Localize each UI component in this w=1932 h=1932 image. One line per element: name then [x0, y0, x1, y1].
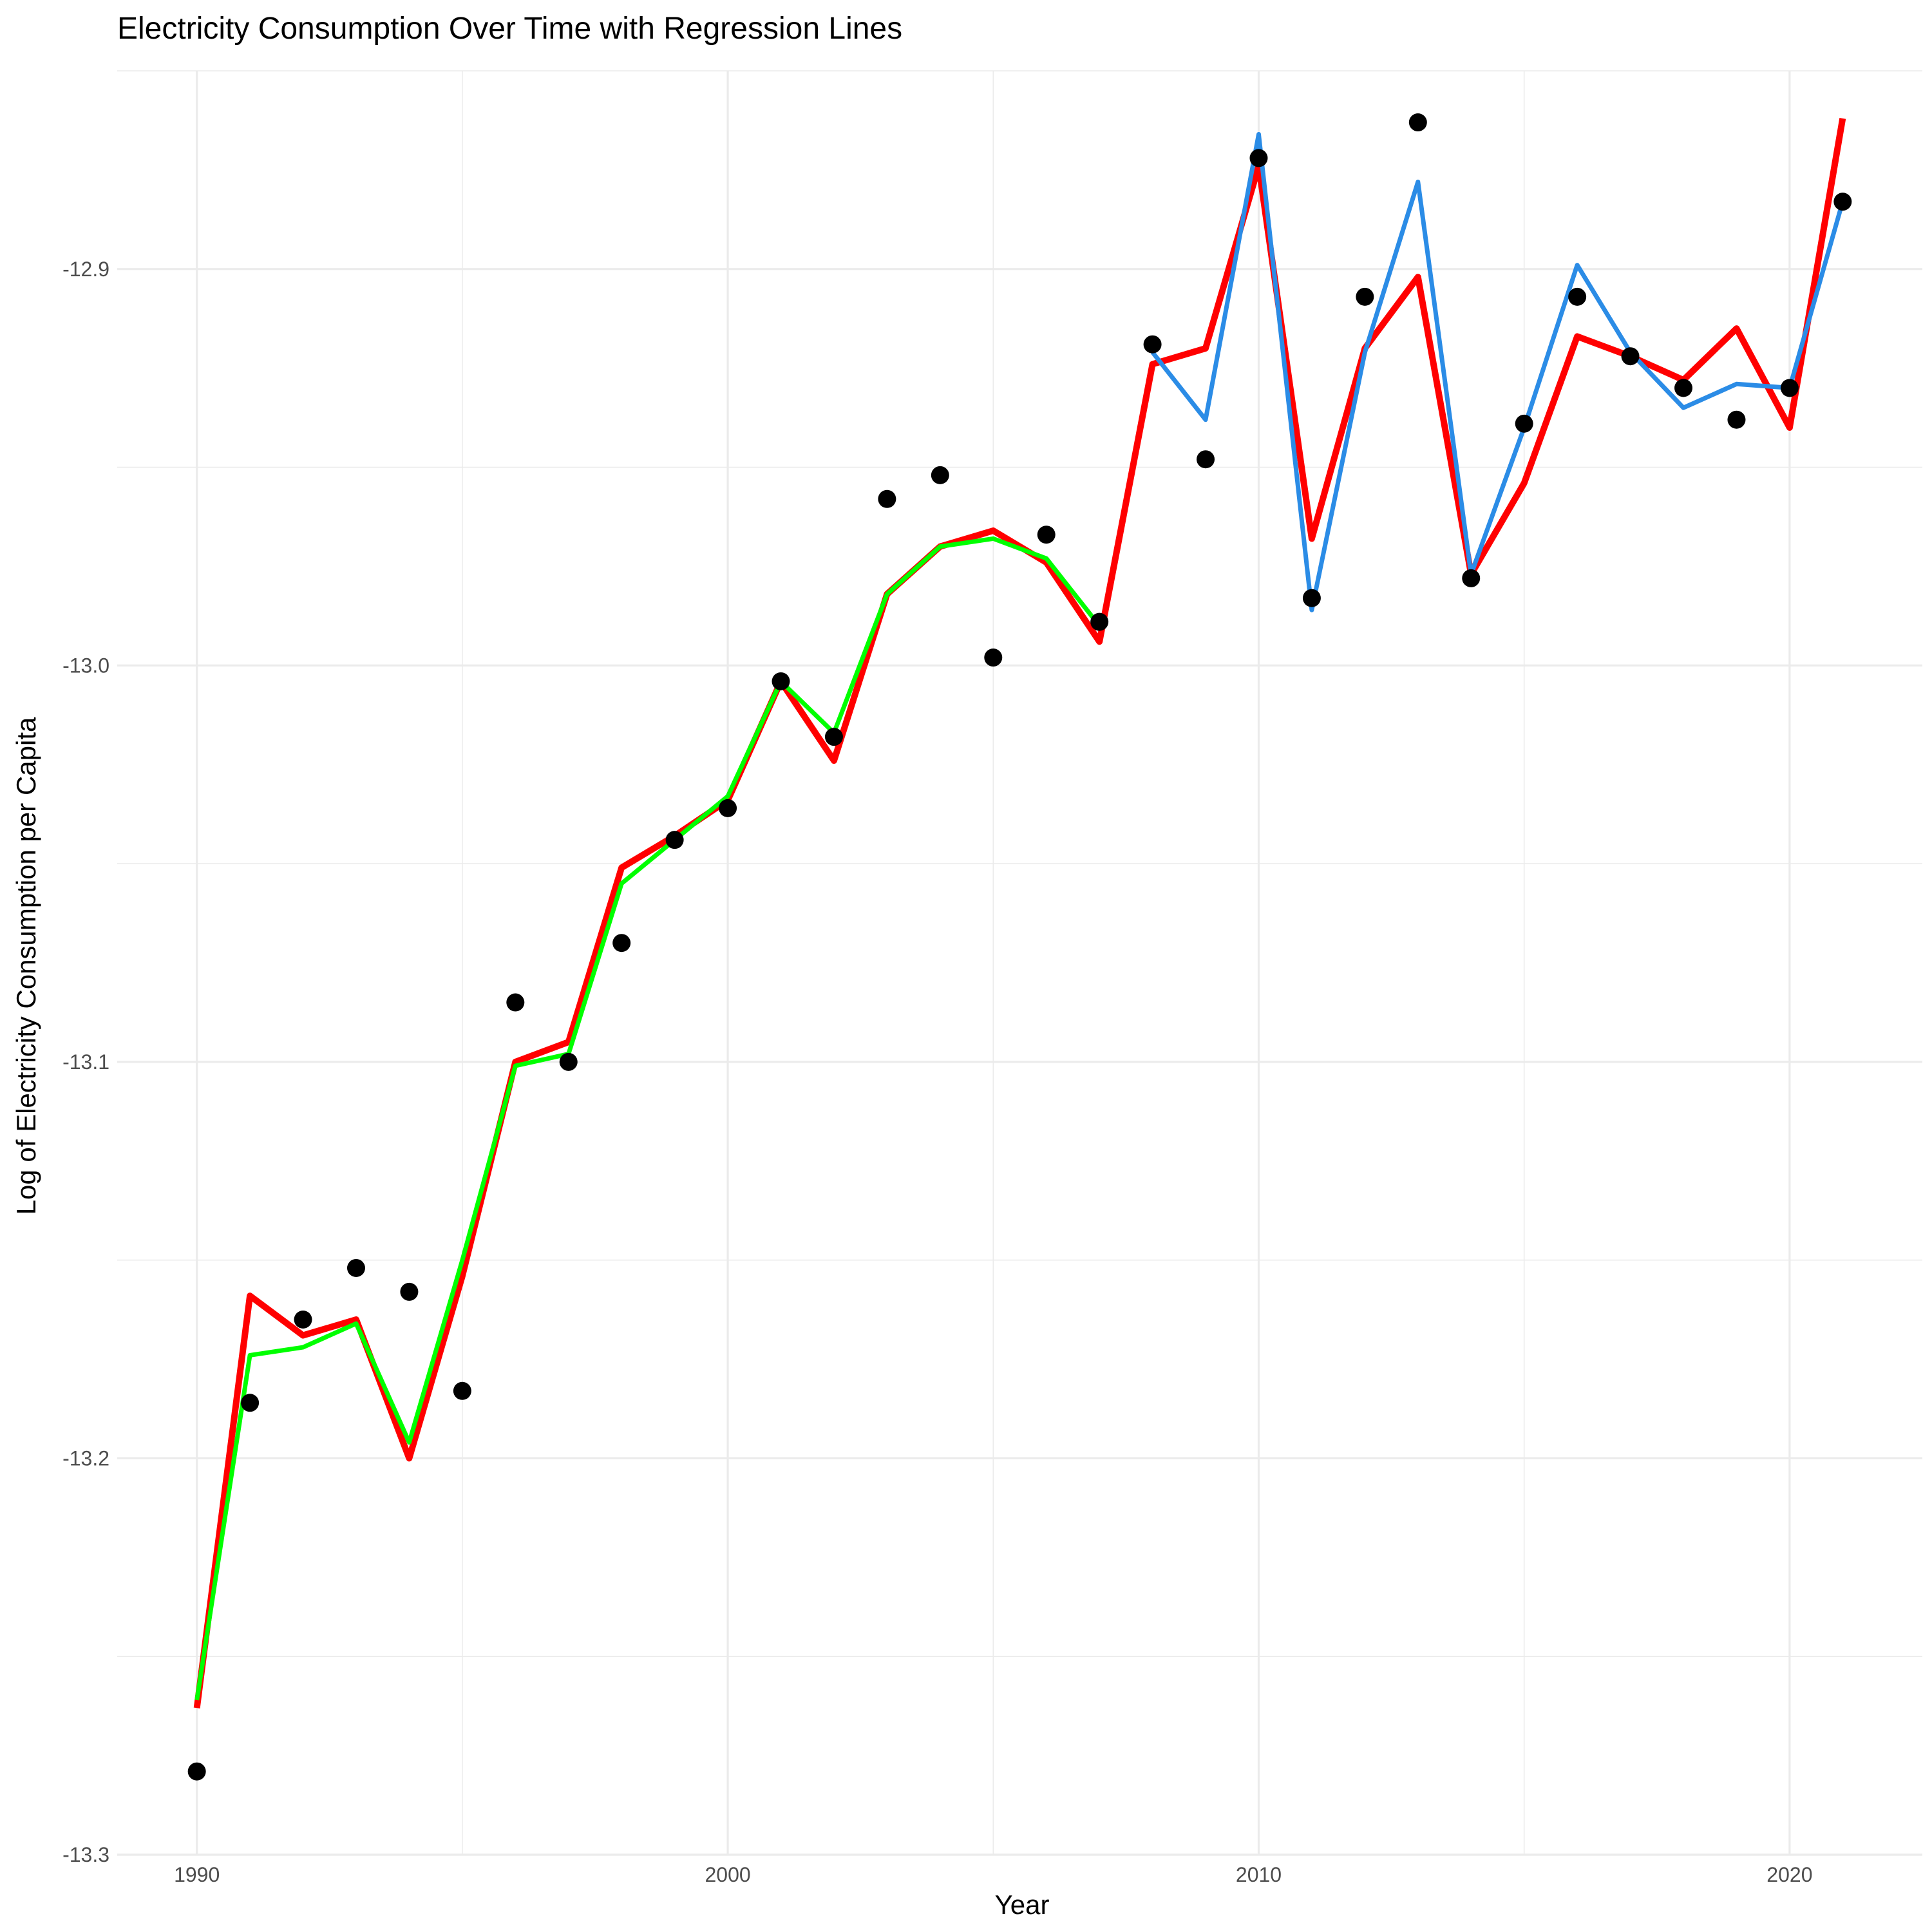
data-point: [1408, 113, 1427, 132]
data-point: [346, 1258, 365, 1277]
data-point: [1090, 612, 1109, 631]
data-point: [294, 1311, 312, 1329]
y-tick-label: -13.1: [62, 1050, 109, 1074]
data-point: [1249, 149, 1268, 167]
data-point: [1197, 450, 1215, 469]
y-tick-label: -13.0: [62, 654, 109, 677]
data-point: [1621, 347, 1640, 366]
data-points: [187, 113, 1852, 1781]
data-point: [772, 672, 790, 690]
grid: [117, 70, 1922, 1856]
data-point: [824, 728, 843, 746]
data-point: [984, 649, 1003, 667]
data-point: [1356, 287, 1374, 306]
x-tick-label: 2010: [1236, 1863, 1282, 1886]
series-lines: [193, 118, 1846, 1709]
y-axis-title: Log of Electricity Consumption per Capit…: [11, 717, 41, 1215]
data-point: [719, 799, 737, 817]
data-point: [1462, 569, 1481, 587]
chart-title: Electricity Consumption Over Time with R…: [117, 12, 902, 46]
y-axis-ticks: -13.3 -13.2 -13.1 -13.0 -12.9: [62, 258, 109, 1866]
data-point: [559, 1052, 578, 1071]
data-point: [1780, 379, 1799, 397]
data-point: [1143, 335, 1162, 354]
y-tick-label: -13.2: [62, 1446, 109, 1470]
data-point: [612, 934, 631, 952]
data-point: [878, 489, 896, 508]
data-point: [1568, 287, 1587, 306]
data-point: [1833, 193, 1852, 211]
data-point: [241, 1394, 260, 1412]
data-point: [1037, 526, 1056, 544]
x-tick-label: 1990: [174, 1863, 220, 1886]
y-tick-label: -12.9: [62, 258, 109, 281]
series-line-green: [194, 536, 1101, 1701]
data-point: [1727, 410, 1746, 429]
y-tick-label: -13.3: [62, 1843, 109, 1866]
x-tick-label: 2020: [1766, 1863, 1812, 1886]
data-point: [453, 1381, 471, 1400]
data-point: [400, 1282, 419, 1301]
data-point: [665, 831, 684, 849]
series-line-blue: [1150, 132, 1845, 612]
x-axis-ticks: 1990 2000 2010 2020: [174, 1863, 1812, 1886]
x-axis-title: Year: [995, 1889, 1050, 1920]
data-point: [931, 466, 949, 484]
data-point: [1515, 414, 1533, 433]
data-point: [187, 1762, 206, 1781]
data-point: [1674, 379, 1693, 397]
data-point: [1302, 589, 1321, 607]
data-point: [506, 993, 525, 1012]
x-tick-label: 2000: [705, 1863, 750, 1886]
